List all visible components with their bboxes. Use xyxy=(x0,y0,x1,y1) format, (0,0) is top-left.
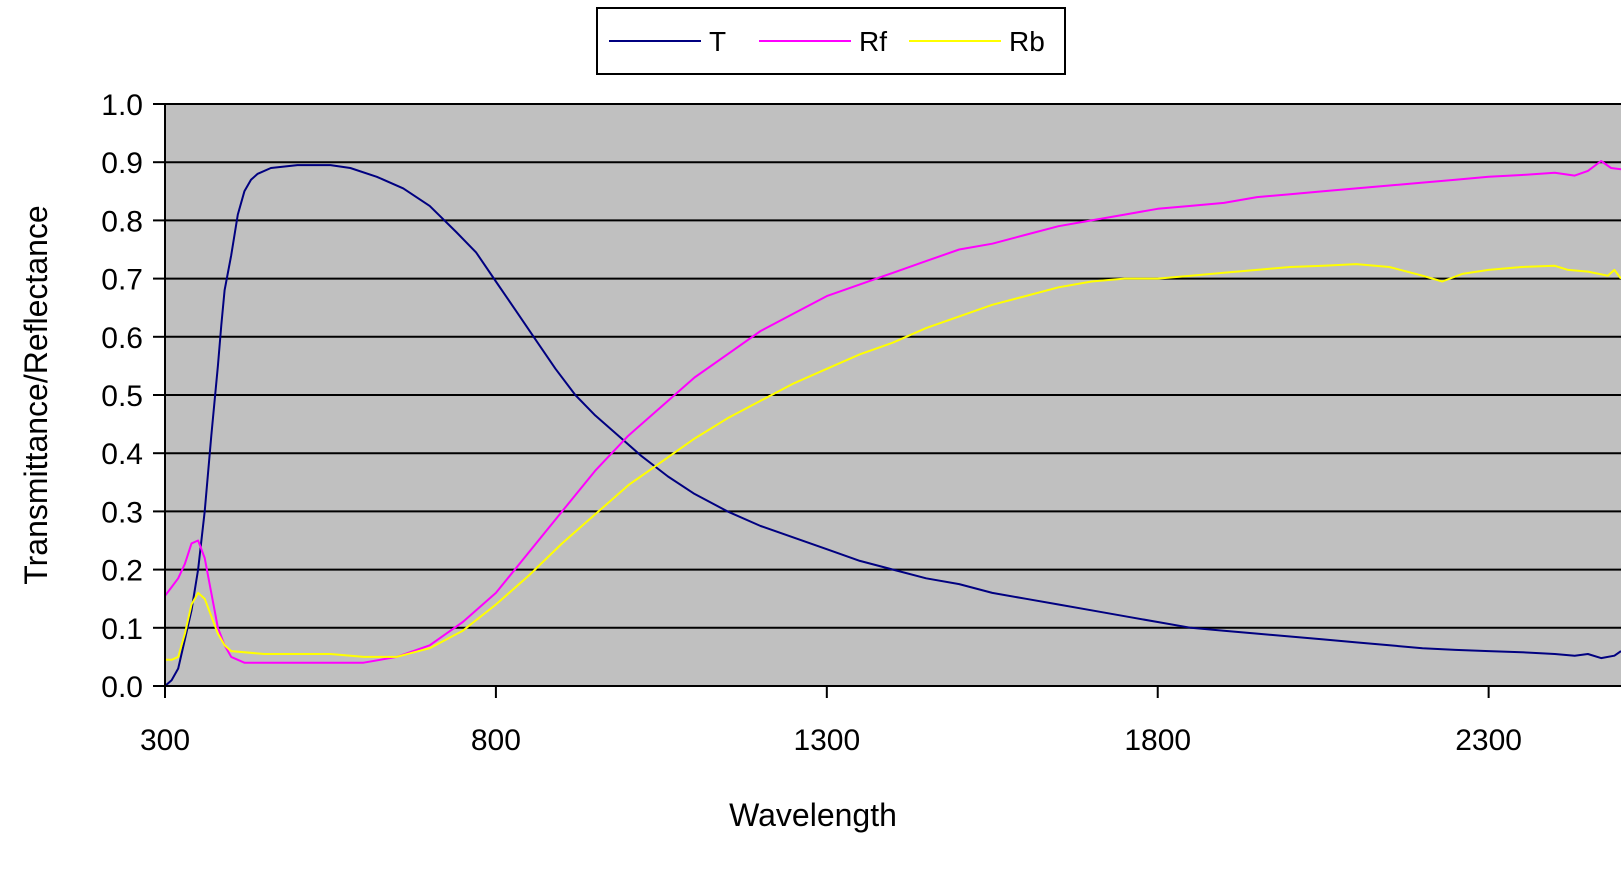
y-tick-label: 0.1 xyxy=(101,613,143,646)
x-tick-label: 300 xyxy=(140,724,190,757)
y-tick-label: 1.0 xyxy=(101,89,143,122)
y-tick-label: 0.7 xyxy=(101,264,143,297)
x-axis-title: Wavelength xyxy=(729,797,897,833)
y-tick-label: 0.5 xyxy=(101,380,143,413)
y-tick-label: 0.0 xyxy=(101,671,143,704)
axes: 0.0 0.1 0.2 0.3 0.4 0.5 0.6 0.7 0.8 0.9 1.0 300 800 1… xyxy=(101,89,1621,757)
y-tick-label: 0.2 xyxy=(101,555,143,588)
legend: T Rf Rb xyxy=(596,7,1066,75)
y-tick-label: 0.8 xyxy=(101,205,143,238)
legend-label-rb: Rb xyxy=(1009,26,1045,57)
x-tick-label: 1300 xyxy=(793,724,860,757)
series-layer xyxy=(164,160,1621,687)
legend-label-rf: Rf xyxy=(859,26,887,57)
series-line-rb xyxy=(165,263,1621,661)
legend-label-t: T xyxy=(709,26,726,57)
series-line-rf xyxy=(164,160,1621,664)
x-tick-label: 1800 xyxy=(1124,724,1191,757)
y-tick-label: 0.6 xyxy=(101,322,143,355)
y-tick-label: 0.3 xyxy=(101,496,143,529)
x-tick-label: 2300 xyxy=(1455,724,1522,757)
y-axis-title: Transmittance/Reflectance xyxy=(18,205,54,584)
x-tick-label: 800 xyxy=(471,724,521,757)
y-tick-label: 0.4 xyxy=(101,438,143,471)
y-tick-label: 0.9 xyxy=(101,147,143,180)
